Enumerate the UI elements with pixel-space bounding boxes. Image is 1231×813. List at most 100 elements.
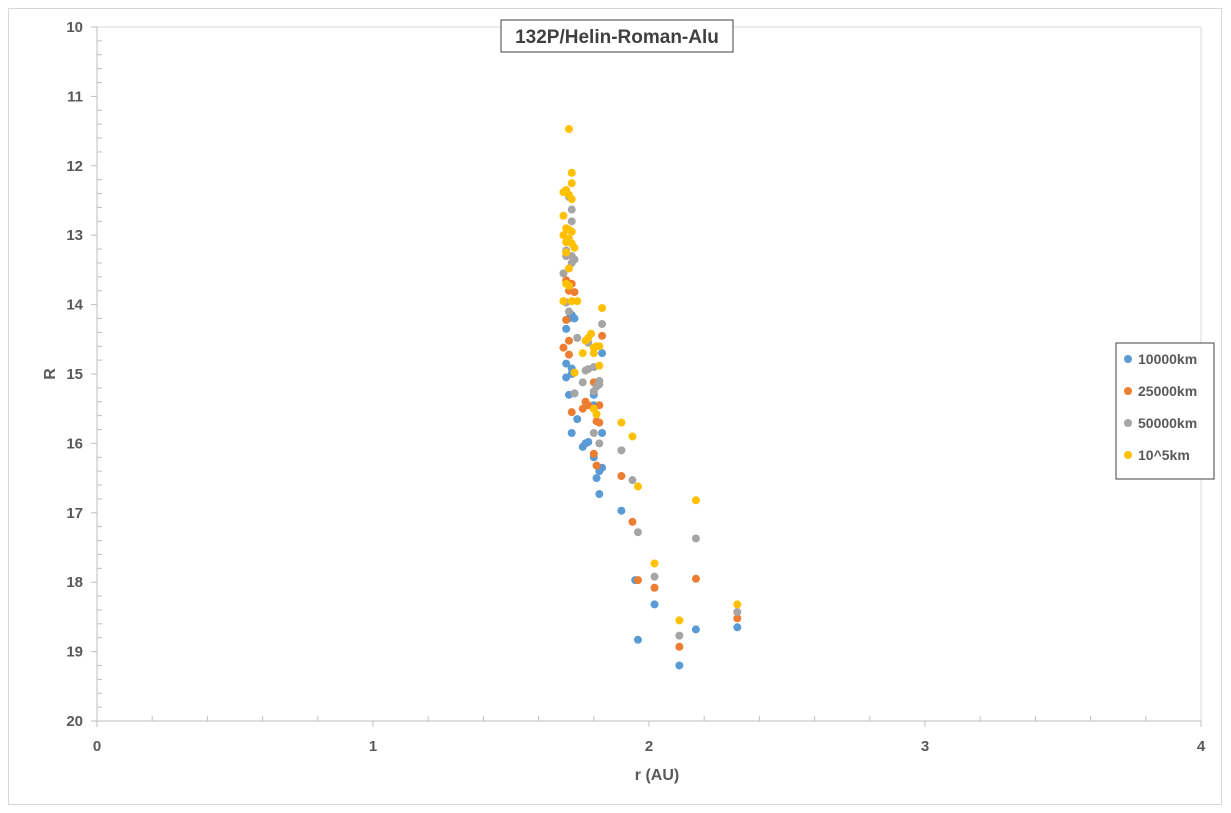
point-series-2 [633,576,642,585]
point-series-2 [598,331,607,340]
y-tick-label: 20 [66,713,83,730]
x-tick-label: 0 [93,738,101,755]
point-series-4 [567,297,576,306]
point-series-3 [573,333,582,342]
point-series-1 [570,314,579,323]
point-series-4 [567,179,576,188]
point-series-4 [567,227,576,236]
point-series-4 [650,559,659,568]
point-series-3 [628,476,637,485]
point-series-2 [691,574,700,583]
plot-area [97,26,1202,721]
point-series-4 [617,418,626,427]
x-tick-label: 2 [645,738,653,755]
point-series-4 [559,211,568,220]
legend-label: 50000km [1138,415,1197,431]
point-series-3 [617,446,626,455]
point-series-1 [598,349,607,358]
point-series-2 [617,472,626,481]
point-series-2 [628,517,637,526]
y-axis-title: R [42,368,59,380]
point-series-1 [584,438,593,447]
point-series-2 [589,449,598,458]
axes [96,27,1201,722]
x-tick-label: 3 [921,738,929,755]
y-tick-label: 11 [67,88,83,105]
point-series-2 [595,418,604,427]
y-tick-label: 12 [66,158,83,175]
point-series-3 [650,572,659,581]
data-points [559,125,742,670]
legend-marker [1124,419,1132,427]
y-tick-label: 13 [66,227,83,244]
y-tick-label: 10 [66,19,83,36]
point-series-1 [595,490,604,499]
point-series-1 [617,506,626,515]
point-series-3 [559,269,568,278]
point-series-4 [564,264,573,273]
point-series-1 [675,661,684,670]
point-series-1 [562,324,571,333]
point-series-1 [573,415,582,424]
point-series-4 [587,329,596,338]
point-series-4 [691,496,700,505]
point-series-1 [650,600,659,609]
chart-title-box: 132P/Helin-Roman-Alu [500,19,734,53]
y-tick-label: 16 [66,435,83,452]
y-tick-label: 17 [66,505,83,522]
legend-label: 10000km [1138,351,1197,367]
y-tick-label: 14 [66,297,83,314]
x-axis-title: r (AU) [635,767,679,784]
point-series-2 [567,408,576,417]
point-series-4 [570,368,579,377]
point-series-4 [675,616,684,625]
y-tick-label: 18 [66,574,83,591]
point-series-1 [567,428,576,437]
legend-marker [1124,451,1132,459]
point-series-3 [675,631,684,640]
point-series-1 [592,474,601,483]
point-series-3 [733,608,742,617]
point-series-4 [559,297,568,306]
point-series-4 [589,349,598,358]
chart-title-frame [500,19,734,53]
point-series-4 [564,281,573,290]
point-series-2 [562,315,571,324]
point-series-1 [691,625,700,634]
point-series-2 [564,350,573,359]
point-series-4 [733,600,742,609]
point-series-3 [691,534,700,543]
point-series-4 [573,297,582,306]
point-series-2 [592,461,601,470]
point-series-4 [570,243,579,252]
legend-label: 25000km [1138,383,1197,399]
chart-frame [8,8,1222,805]
point-series-3 [570,255,579,264]
y-tick-label: 15 [66,366,83,383]
point-series-4 [592,410,601,419]
legend: 10000km 25000km 50000km 10^5km [1115,342,1215,480]
x-tick-label: 1 [369,738,377,755]
point-series-1 [562,359,571,368]
point-series-1 [633,635,642,644]
point-series-2 [570,288,579,297]
point-series-2 [559,343,568,352]
point-series-3 [595,376,604,385]
point-series-3 [564,307,573,316]
point-series-3 [567,217,576,226]
point-series-3 [578,378,587,387]
point-series-3 [570,389,579,398]
point-series-3 [595,439,604,448]
x-tick-label: 4 [1197,738,1206,755]
legend-marker [1124,355,1132,363]
legend-frame [1115,342,1215,480]
point-series-1 [598,428,607,437]
point-series-2 [564,336,573,345]
point-series-3 [598,320,607,329]
chart-title: 132P/Helin-Roman-Alu [515,27,719,48]
point-series-3 [633,528,642,537]
point-series-4 [578,349,587,358]
point-series-4 [562,248,571,257]
